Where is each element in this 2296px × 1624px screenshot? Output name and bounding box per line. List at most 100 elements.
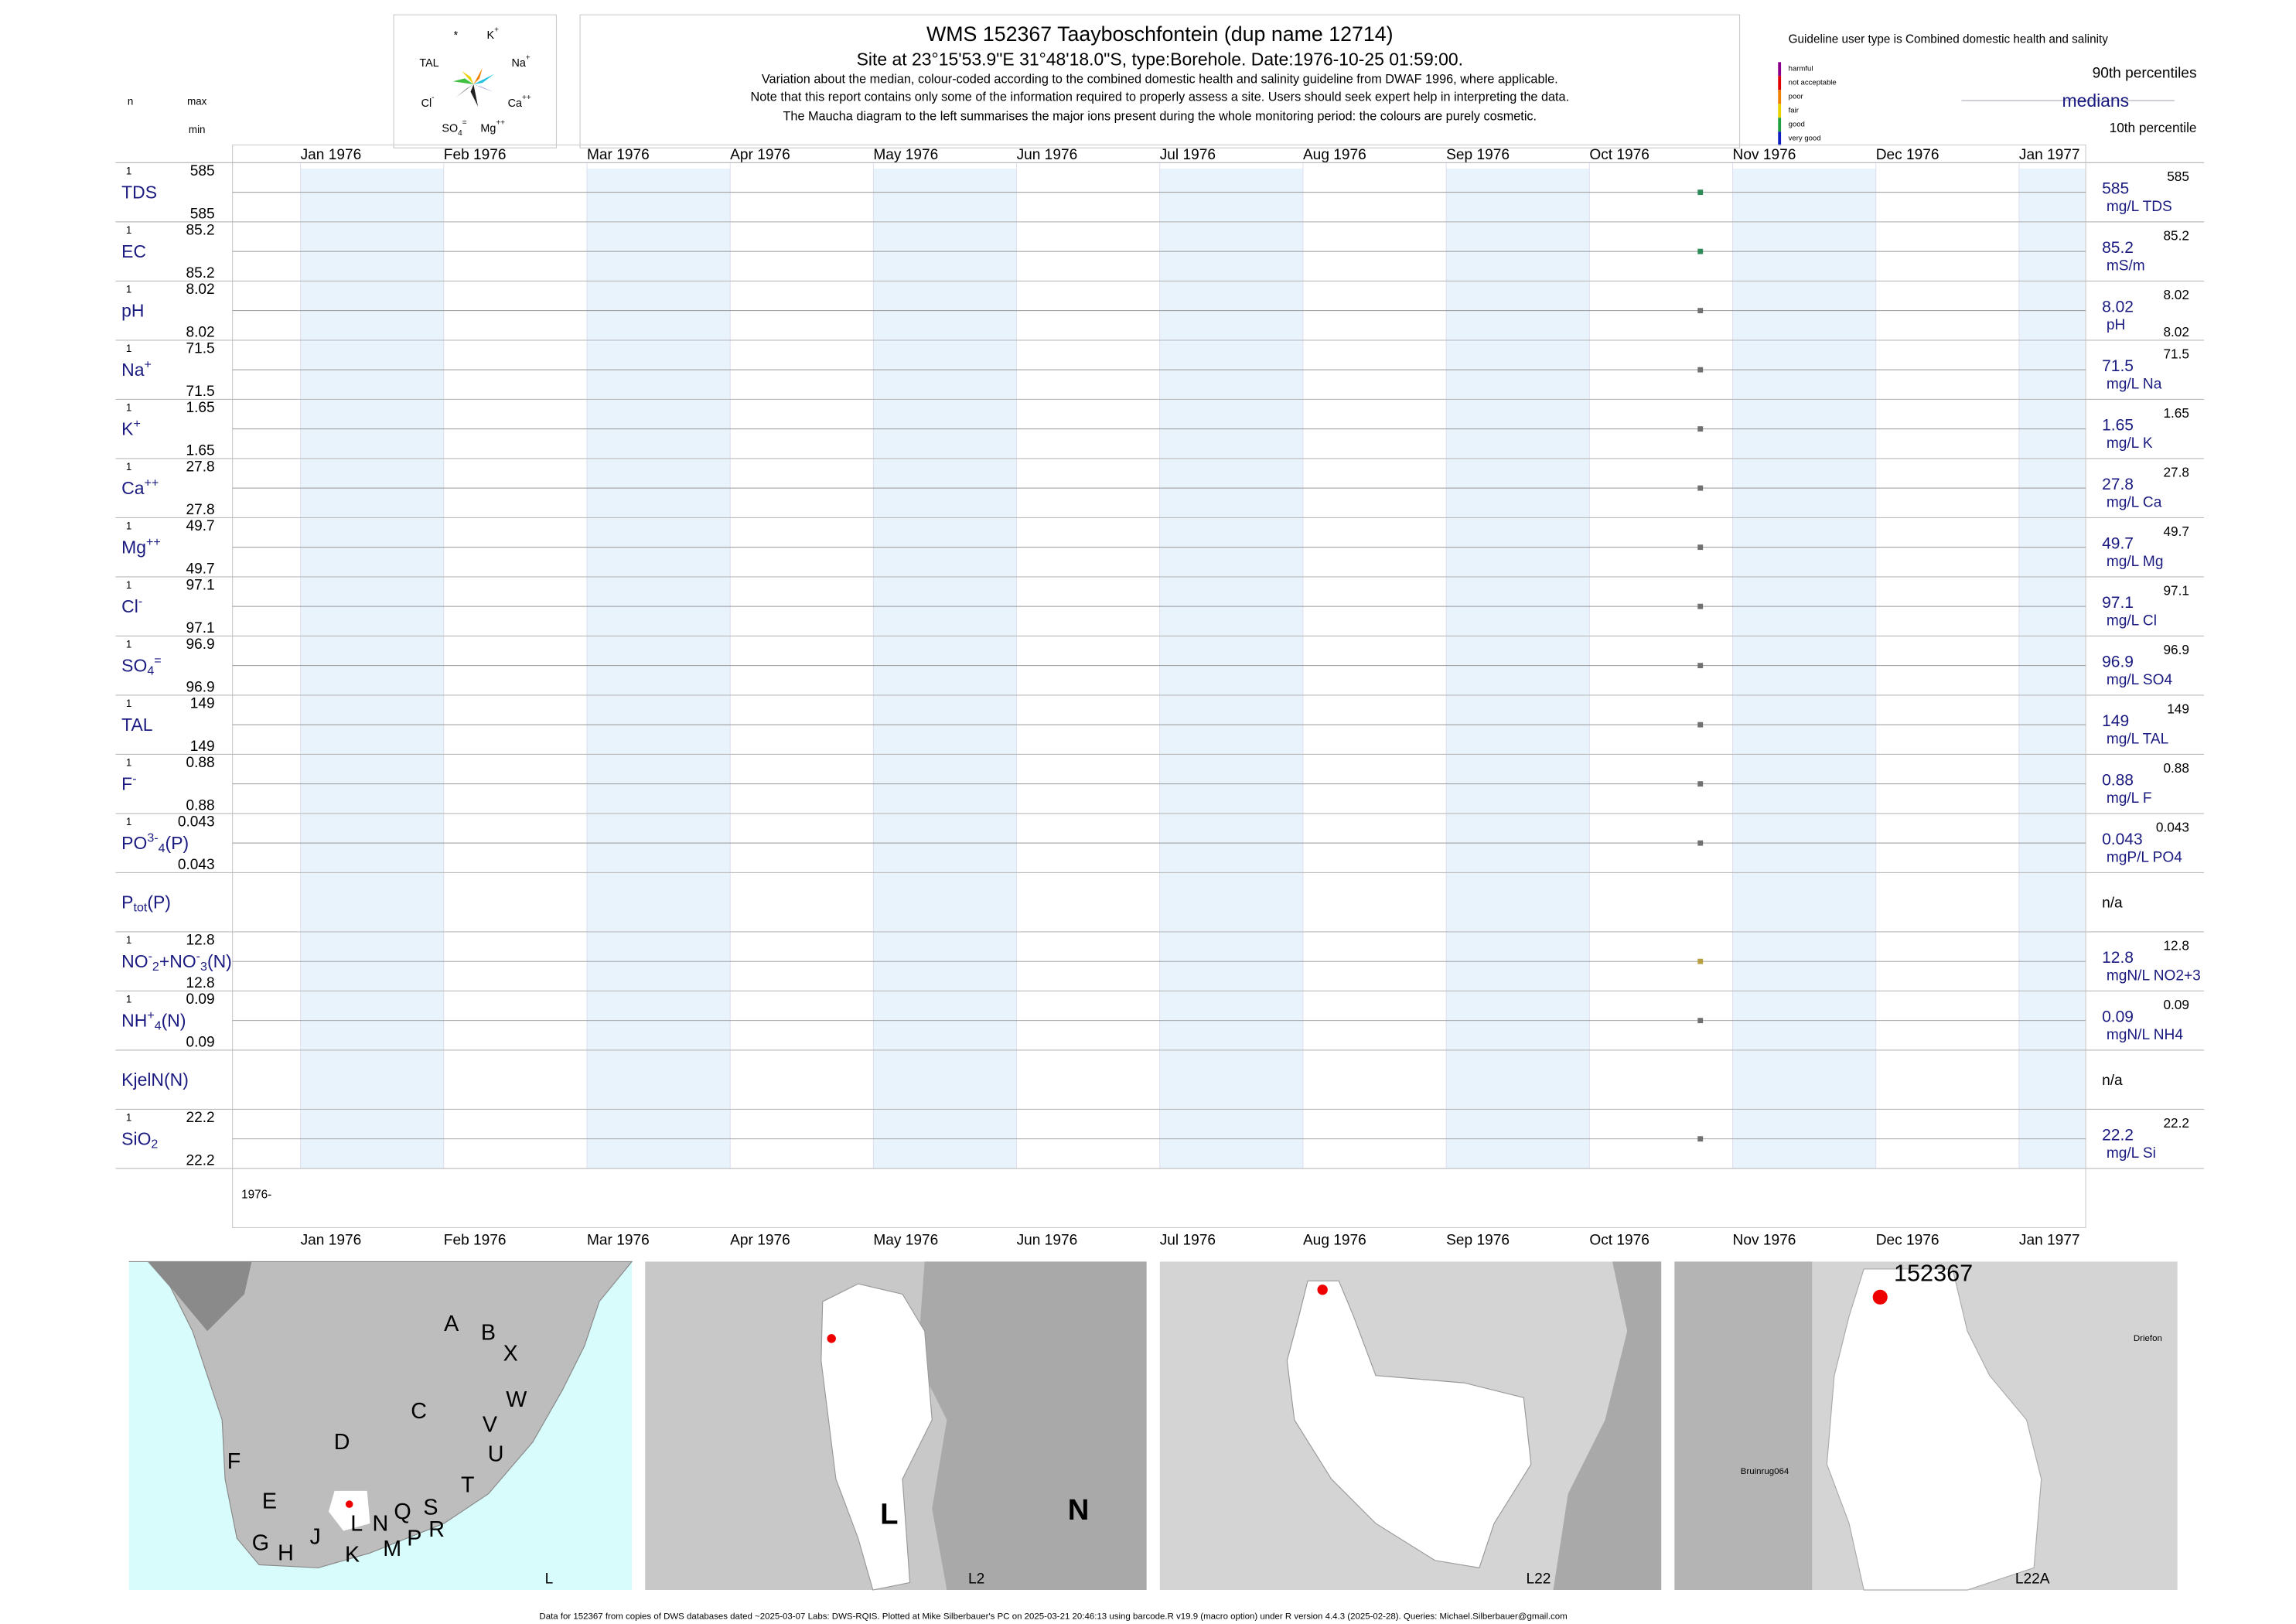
label-part: Cl bbox=[121, 596, 138, 616]
unit: mg/L Mg bbox=[2107, 554, 2164, 570]
n-count: 1 bbox=[126, 283, 131, 295]
month-band bbox=[873, 169, 1017, 1169]
data-point bbox=[1697, 248, 1704, 254]
label-part: +NO bbox=[159, 951, 196, 971]
map-label: E bbox=[262, 1489, 277, 1514]
col-n: n bbox=[128, 95, 133, 107]
median-value: 22.2 bbox=[2102, 1126, 2134, 1144]
n-count: 1 bbox=[126, 756, 131, 768]
legend-swatch bbox=[1778, 104, 1782, 118]
map-catchment bbox=[1286, 1280, 1532, 1568]
month-band bbox=[1732, 169, 1876, 1169]
label-part: - bbox=[138, 595, 142, 609]
p90-value: 96.9 bbox=[2163, 642, 2189, 657]
data-point bbox=[1697, 958, 1704, 964]
data-point bbox=[1697, 426, 1704, 432]
maucha-label: SO4= bbox=[442, 118, 466, 137]
map-catchment bbox=[1826, 1268, 2042, 1591]
month-label: Mar 1976 bbox=[587, 1233, 650, 1249]
label-part: + bbox=[494, 26, 499, 34]
row-label: Ca++ bbox=[121, 476, 159, 498]
n-count: 1 bbox=[126, 165, 131, 176]
unit: mg/L TDS bbox=[2107, 199, 2172, 215]
maucha-label: Cl- bbox=[421, 94, 435, 110]
map-label: H bbox=[278, 1541, 294, 1566]
site-marker bbox=[1872, 1289, 1888, 1305]
label-part: ++ bbox=[496, 118, 505, 127]
map-label: J bbox=[310, 1525, 321, 1550]
note: The Maucha diagram to the left summarise… bbox=[783, 109, 1537, 123]
map-label: M bbox=[383, 1537, 401, 1561]
map-catchment bbox=[328, 1490, 370, 1531]
row-label: EC bbox=[121, 241, 146, 261]
p90-value: 1.65 bbox=[2163, 405, 2189, 421]
map-label: B bbox=[481, 1321, 496, 1346]
label-part: 3 bbox=[200, 960, 207, 974]
median-value: 0.043 bbox=[2102, 831, 2143, 848]
min-value: 8.02 bbox=[186, 324, 214, 340]
map-label: F bbox=[227, 1449, 241, 1474]
median-value: 0.88 bbox=[2102, 771, 2134, 789]
month-label: May 1976 bbox=[873, 147, 938, 163]
map-name: L22 bbox=[1526, 1571, 1551, 1588]
map-label: R bbox=[428, 1517, 445, 1542]
title: WMS 152367 Taayboschfontein (dup name 12… bbox=[926, 22, 1394, 46]
data-point bbox=[1697, 722, 1704, 728]
map-name: L22A bbox=[2015, 1571, 2050, 1588]
map-label: N bbox=[373, 1511, 389, 1536]
max-value: 49.7 bbox=[186, 518, 214, 534]
p90-value: 12.8 bbox=[2163, 938, 2189, 954]
footer: Data for 152367 from copies of DWS datab… bbox=[539, 1612, 1567, 1621]
label-part: = bbox=[462, 118, 467, 127]
p10-legend: 10th percentile bbox=[2110, 120, 2197, 135]
median-value: 12.8 bbox=[2102, 949, 2134, 967]
min-value: 0.043 bbox=[178, 857, 215, 873]
min-value: 27.8 bbox=[186, 502, 214, 518]
n-count: 1 bbox=[126, 461, 131, 473]
month-label: Aug 1976 bbox=[1303, 1233, 1366, 1249]
label-part: 4 bbox=[155, 1019, 162, 1033]
p90-value: 0.88 bbox=[2163, 760, 2189, 776]
legend-class: poor bbox=[1789, 92, 1804, 101]
min-value: 97.1 bbox=[186, 620, 214, 636]
row-label: Cl- bbox=[121, 595, 142, 616]
map-label: Q bbox=[394, 1499, 411, 1524]
row-label: NO-2+NO-3(N) bbox=[121, 950, 232, 974]
row-label: KjelN(N) bbox=[121, 1070, 189, 1090]
map-region bbox=[1553, 1261, 1662, 1591]
median-value: 71.5 bbox=[2102, 357, 2134, 375]
label-part: (P) bbox=[165, 833, 189, 853]
row-label: PO3-4(P) bbox=[121, 831, 189, 855]
label-part: F bbox=[121, 774, 132, 794]
label-part: (N) bbox=[162, 1011, 186, 1031]
unit: mg/L SO4 bbox=[2107, 672, 2173, 688]
p90-value: 49.7 bbox=[2163, 524, 2189, 539]
label-part: = bbox=[154, 653, 161, 667]
site-marker bbox=[1317, 1285, 1328, 1295]
min-value: 1.65 bbox=[186, 442, 214, 459]
map-name: L bbox=[545, 1571, 554, 1588]
median-legend: medians bbox=[2062, 90, 2129, 111]
map-label: Bruinrug064 bbox=[1741, 1467, 1789, 1476]
label-part: Na bbox=[121, 360, 145, 380]
min-value: 85.2 bbox=[186, 265, 214, 281]
label-part: - bbox=[196, 950, 200, 964]
legend-class: very good bbox=[1789, 134, 1821, 142]
row-label: SiO2 bbox=[121, 1129, 158, 1151]
month-label: Apr 1976 bbox=[730, 1233, 790, 1249]
label-part: 2 bbox=[151, 1138, 158, 1151]
label-part: Ca bbox=[121, 478, 145, 498]
n-count: 1 bbox=[126, 343, 131, 354]
month-label: Jun 1976 bbox=[1017, 147, 1078, 163]
row-label: NH+4(N) bbox=[121, 1008, 186, 1032]
row-label: TAL bbox=[121, 715, 152, 735]
unit: mg/L Na bbox=[2107, 376, 2162, 392]
map-label: Driefon bbox=[2134, 1334, 2162, 1343]
label-part: - bbox=[132, 772, 136, 786]
p90-value: 0.043 bbox=[2156, 820, 2189, 835]
month-label: Jul 1976 bbox=[1160, 147, 1216, 163]
data-point bbox=[1697, 485, 1704, 491]
data-point bbox=[1697, 663, 1704, 669]
